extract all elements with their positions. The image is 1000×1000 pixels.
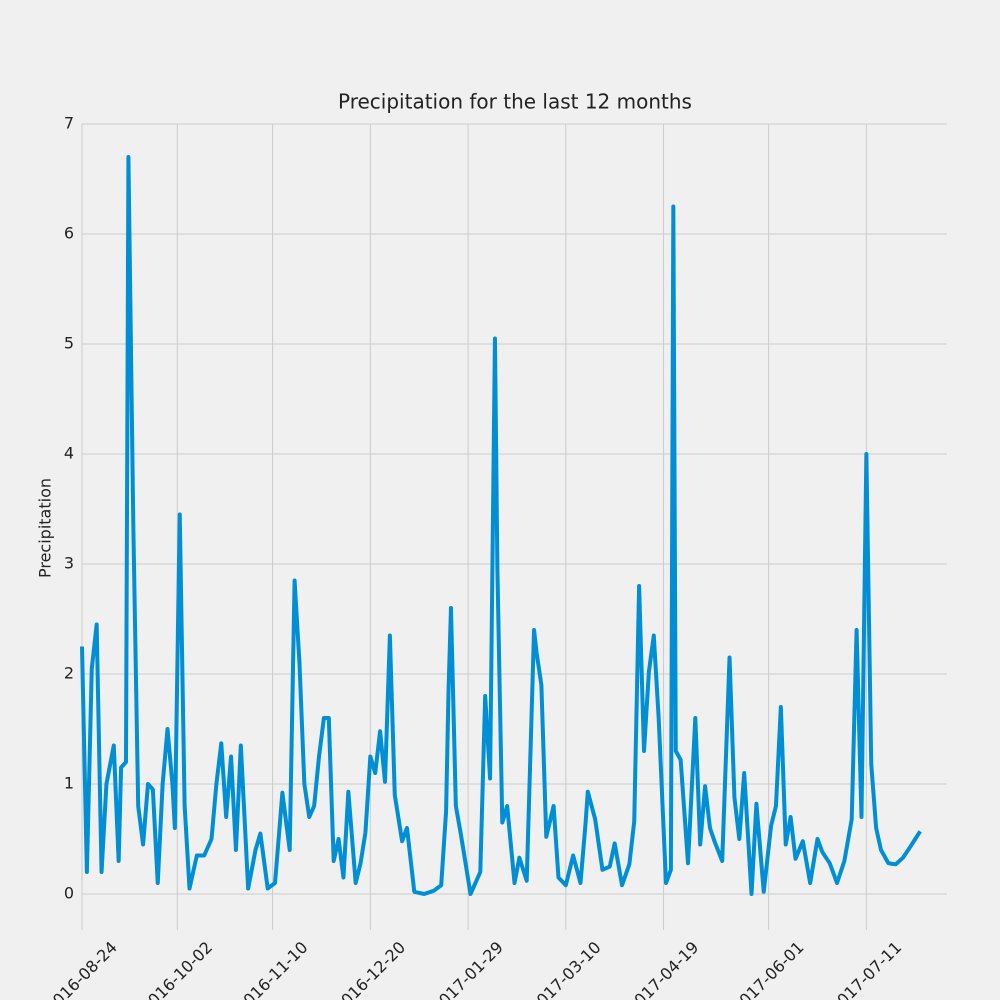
y-tick-label: 3 <box>64 554 74 573</box>
y-tick-label: 7 <box>64 114 74 133</box>
y-tick-label: 5 <box>64 334 74 353</box>
y-tick-label: 6 <box>64 224 74 243</box>
y-tick-label: 0 <box>64 884 74 903</box>
y-axis-label: Precipitation <box>36 478 55 578</box>
y-tick-label: 1 <box>64 774 74 793</box>
y-tick-label: 2 <box>64 664 74 683</box>
chart-title: Precipitation for the last 12 months <box>338 90 692 114</box>
data-line <box>80 155 922 896</box>
y-tick-label: 4 <box>64 444 74 463</box>
